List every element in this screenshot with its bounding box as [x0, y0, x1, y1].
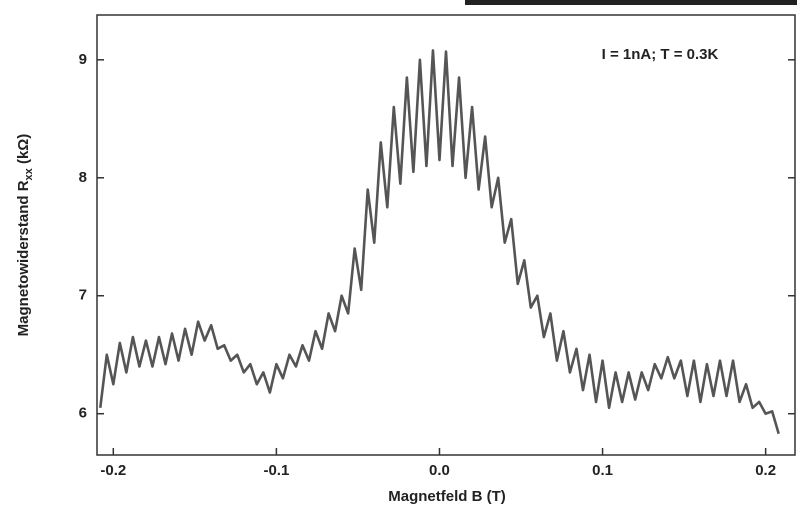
y-tick-label: 7: [79, 287, 87, 304]
y-tick-label: 8: [79, 169, 87, 186]
y-label-unit: (kΩ): [15, 134, 32, 169]
y-label-sub: xx: [23, 167, 35, 180]
y-tick-label: 9: [79, 51, 87, 68]
data-line: [98, 49, 780, 435]
x-tick-label: -0.2: [100, 462, 126, 479]
top-edge-artifact: [465, 0, 797, 5]
plot-frame: [96, 14, 796, 456]
annotation: I = 1nA; T = 0.3K: [602, 46, 719, 63]
y-tick-label: 6: [79, 405, 87, 422]
y-axis-label: Magnetowiderstand Rxx (kΩ): [15, 134, 35, 337]
x-tick-label: 0.0: [429, 462, 450, 479]
x-tick-label: -0.1: [263, 462, 289, 479]
y-label-main: Magnetowiderstand R: [15, 180, 32, 336]
x-tick-label: 0.1: [592, 462, 613, 479]
x-tick-label: 0.2: [755, 462, 776, 479]
x-axis-label: Magnetfeld B (T): [388, 488, 506, 505]
